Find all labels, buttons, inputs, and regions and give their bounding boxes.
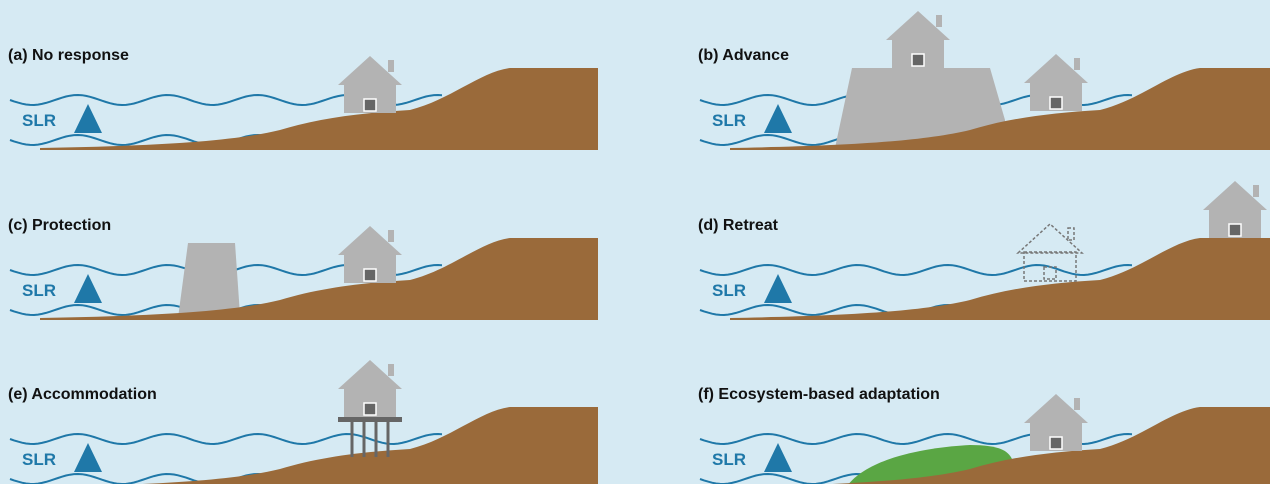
panel-title: (a) No response: [8, 47, 129, 64]
wave: [699, 263, 1133, 277]
arrow: [74, 274, 102, 303]
slr-label: SLR: [712, 281, 746, 300]
chimney: [1074, 398, 1080, 410]
arrow: [764, 274, 792, 303]
house-roof: [338, 56, 402, 85]
arrow: [764, 443, 792, 472]
slr-label: SLR: [22, 450, 56, 469]
panel: SLR (c) Protection: [8, 217, 598, 320]
house-body: [1023, 251, 1077, 282]
wave: [9, 472, 299, 484]
door: [1049, 96, 1063, 110]
platform: [338, 417, 402, 422]
chimney: [936, 15, 942, 27]
chimney: [1253, 185, 1259, 197]
ground: [40, 68, 598, 150]
panel: SLR (a) No response: [8, 47, 598, 150]
house-roof: [338, 226, 402, 255]
chimney: [1074, 58, 1080, 70]
panel: SLR (e) Accommodation: [8, 360, 598, 484]
house-roof: [1203, 181, 1267, 210]
wave: [9, 303, 299, 317]
door: [363, 98, 377, 112]
panel: SLR (f) Ecosystem-based adaptation: [698, 386, 1270, 484]
slr-label: SLR: [712, 450, 746, 469]
panel-title: (b) Advance: [698, 47, 789, 64]
house-roof: [338, 360, 402, 389]
ground: [730, 238, 1270, 320]
panel-title: (e) Accommodation: [8, 386, 157, 403]
wave: [9, 133, 299, 147]
chimney: [388, 364, 394, 376]
door: [1043, 266, 1057, 280]
panel: SLR (b) Advance: [698, 11, 1270, 150]
slr-label: SLR: [712, 111, 746, 130]
slr-label: SLR: [22, 281, 56, 300]
wave: [699, 303, 989, 317]
door: [1049, 436, 1063, 450]
panel-title: (c) Protection: [8, 217, 111, 234]
door: [363, 268, 377, 282]
sea-wall: [178, 243, 240, 318]
panel: SLR (d) Retreat: [698, 181, 1270, 320]
house-roof: [1016, 222, 1084, 254]
house-roof: [1024, 394, 1088, 423]
ground: [40, 238, 598, 320]
ground: [832, 407, 1270, 484]
sea-wall: [835, 68, 1005, 148]
door: [911, 53, 925, 67]
panel-title: (d) Retreat: [698, 217, 779, 234]
chimney: [1067, 227, 1075, 241]
ground: [730, 68, 1270, 150]
chimney: [388, 60, 394, 72]
panel-title: (f) Ecosystem-based adaptation: [698, 386, 940, 403]
door: [363, 402, 377, 416]
arrow: [764, 104, 792, 133]
house-roof: [886, 11, 950, 40]
door: [1228, 223, 1242, 237]
chimney: [388, 230, 394, 242]
arrow: [74, 443, 102, 472]
house-roof: [1024, 54, 1088, 83]
wave: [9, 432, 443, 446]
ground: [142, 407, 598, 484]
slr-label: SLR: [22, 111, 56, 130]
arrow: [74, 104, 102, 133]
